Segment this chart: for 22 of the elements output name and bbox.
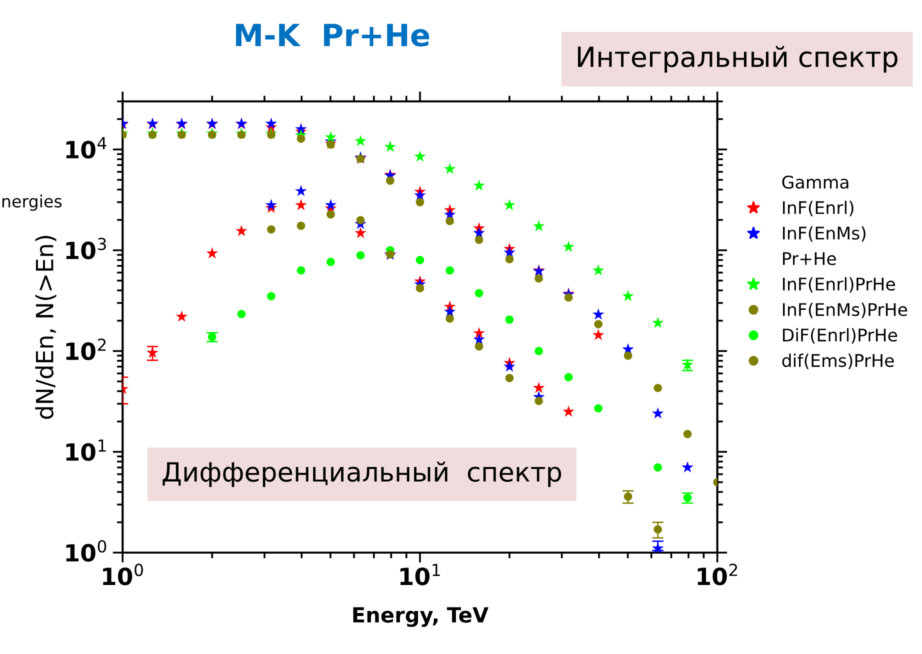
legend-label: InF(EnMs)PrHe <box>782 302 908 318</box>
x-tick-label: 10$^{0}$ <box>103 564 143 586</box>
chart-title: M-K Pr+He <box>236 24 430 47</box>
text: nergies <box>2 194 62 211</box>
annotation: Дифференциальный спектр <box>162 462 562 487</box>
x-tick-label: 10$^{1}$ <box>400 564 440 586</box>
y-tick-label: 10$^{2}$ <box>66 338 106 360</box>
y-tick-label: 10$^{3}$ <box>66 238 106 260</box>
x-tick-label: 10$^{2}$ <box>698 564 738 586</box>
text: Интегральный спектр <box>578 46 898 73</box>
y-tick-label: 10$^{4}$ <box>66 137 106 159</box>
legend-label: InF(Enrl)PrHe <box>782 277 895 293</box>
legend-label: InF(Enrl) <box>782 200 854 216</box>
y-axis-title: dN/dEn, N(>En) <box>35 236 56 419</box>
text: Pr+He <box>782 252 836 266</box>
legend-label: DiF(Enrl)PrHe <box>782 328 898 344</box>
legend-label: dif(Ems)PrHe <box>782 354 894 370</box>
legend-label: InF(EnMs) <box>782 226 866 242</box>
text: Gamma <box>782 176 848 189</box>
y-tick-label: 10$^{1}$ <box>66 440 106 461</box>
x-axis-title: Energy, TeV <box>353 607 488 627</box>
y-tick-label: 10$^{0}$ <box>66 540 106 562</box>
